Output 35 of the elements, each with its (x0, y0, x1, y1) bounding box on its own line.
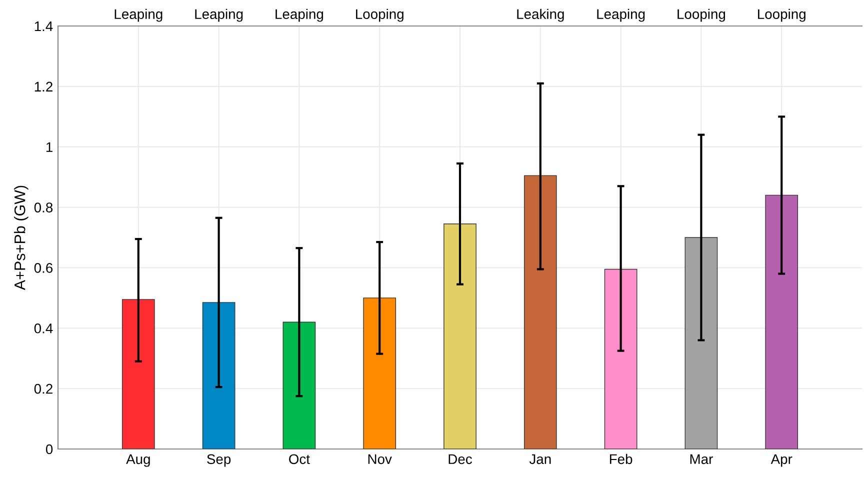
bar (282, 322, 316, 449)
x-tick-label: Apr (770, 454, 792, 467)
bar (524, 175, 557, 449)
bar (684, 237, 718, 449)
y-tick-label: 1.4 (34, 21, 53, 32)
text: Looping (678, 8, 726, 22)
text: Leaping (114, 8, 162, 22)
y-tick-label: 0.6 (34, 263, 53, 273)
y-tick-label: 1.2 (34, 82, 52, 92)
text: Looping (356, 8, 404, 22)
bar (444, 224, 476, 449)
text: Leaping (195, 8, 243, 22)
bar (202, 302, 236, 449)
y-tick-label: 1 (46, 142, 52, 152)
x-tick-label: Feb (610, 454, 632, 464)
x-tick-label: Nov (368, 454, 392, 464)
y-tick-label: 0.2 (34, 384, 52, 394)
y-tick-label: 0.4 (34, 323, 53, 334)
x-tick-label: Jan (529, 454, 551, 464)
bar (122, 299, 155, 449)
text: Leaking (517, 8, 564, 22)
x-tick-label: Sep (207, 454, 231, 467)
y-tick-label: 0.8 (34, 202, 53, 212)
y-tick-label: 0 (46, 444, 53, 454)
text: Looping (758, 8, 806, 22)
text: Leaping (276, 8, 324, 22)
x-tick-label: Mar (690, 454, 713, 464)
x-tick-label: Oct (289, 454, 310, 464)
bar (765, 194, 798, 449)
bar (363, 298, 396, 449)
text: Leaping (597, 8, 645, 22)
x-tick-label: Dec (448, 454, 472, 464)
y-axis-title: A+Ps+Pb (GW) (14, 186, 28, 290)
x-tick-label: Aug (126, 454, 150, 467)
bar (604, 268, 638, 449)
